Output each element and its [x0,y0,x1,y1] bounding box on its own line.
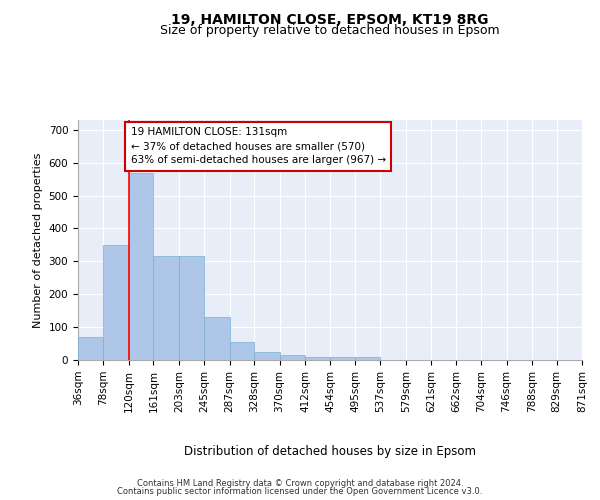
Y-axis label: Number of detached properties: Number of detached properties [33,152,43,328]
Text: 19, HAMILTON CLOSE, EPSOM, KT19 8RG: 19, HAMILTON CLOSE, EPSOM, KT19 8RG [171,12,489,26]
Bar [179,256,204,360]
Bar [154,256,179,360]
Bar [254,352,280,360]
Bar [103,245,129,360]
Bar [129,172,154,360]
Bar [280,355,305,360]
Text: 19 HAMILTON CLOSE: 131sqm
← 37% of detached houses are smaller (570)
63% of semi: 19 HAMILTON CLOSE: 131sqm ← 37% of detac… [131,128,386,166]
Bar [305,358,331,360]
Text: Contains HM Land Registry data © Crown copyright and database right 2024.: Contains HM Land Registry data © Crown c… [137,478,463,488]
Bar [204,318,230,360]
Bar [78,337,103,360]
Text: Size of property relative to detached houses in Epsom: Size of property relative to detached ho… [160,24,500,37]
Bar [230,342,254,360]
Bar [331,358,355,360]
Bar [355,356,380,360]
Text: Contains public sector information licensed under the Open Government Licence v3: Contains public sector information licen… [118,487,482,496]
Text: Distribution of detached houses by size in Epsom: Distribution of detached houses by size … [184,444,476,458]
